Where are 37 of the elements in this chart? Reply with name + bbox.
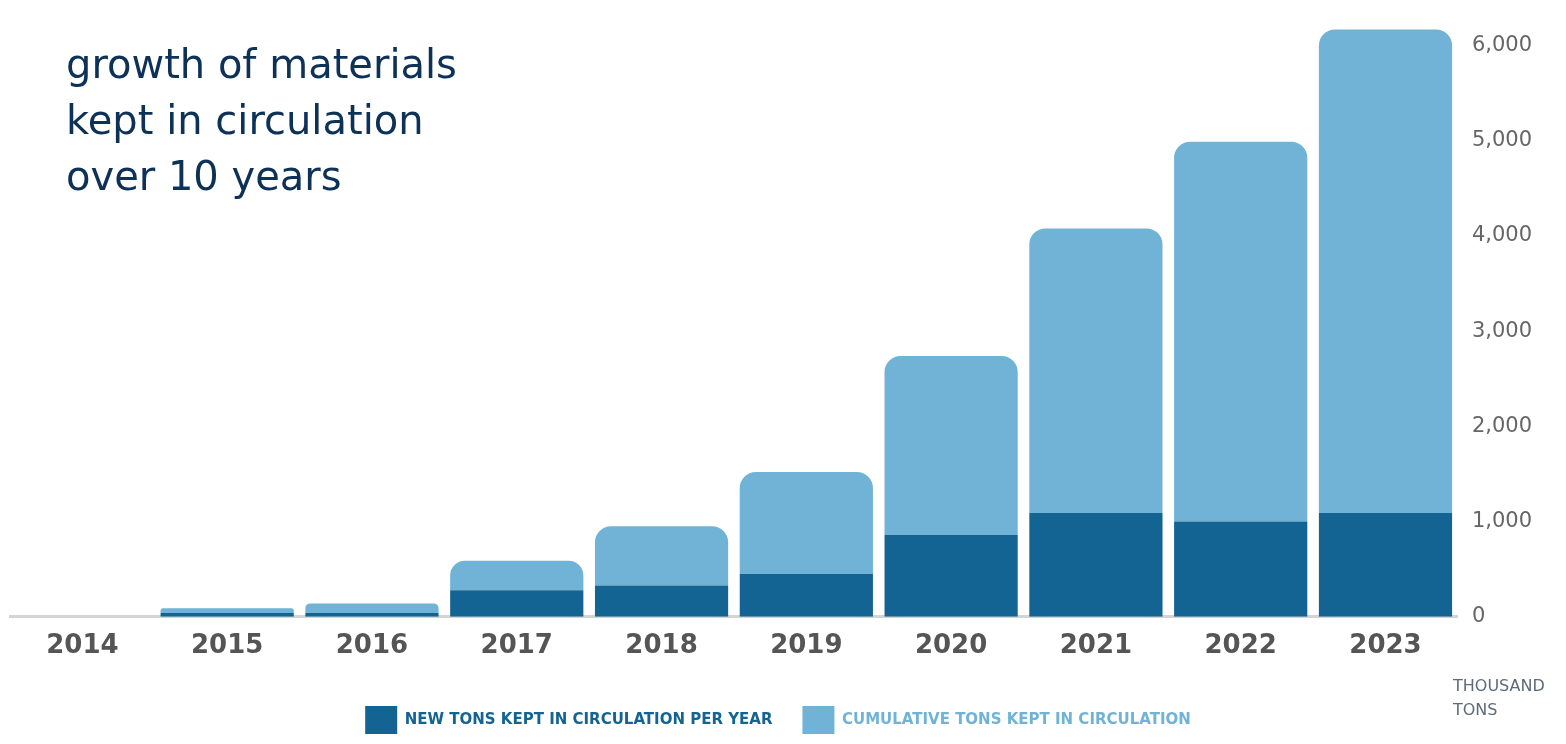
bar (884, 355, 1018, 535)
bar (1318, 513, 1453, 617)
bar (594, 526, 729, 586)
bar (450, 560, 584, 591)
bar (739, 573, 873, 617)
bar (305, 603, 439, 613)
x-tick-label: 2015 (190, 629, 264, 660)
x-tick-label: 2014 (46, 629, 119, 660)
text: growth of materials kept in circulation over 10 years (66, 40, 458, 201)
x-tick-label: 2021 (1059, 629, 1133, 660)
bar (1029, 228, 1163, 514)
y-tick-label: 1,000 (1471, 508, 1533, 533)
x-tick-label: 2020 (914, 629, 988, 660)
y-tick-label: 5,000 (1471, 127, 1533, 152)
bar (594, 585, 729, 617)
y-tick-label: 6,000 (1471, 32, 1533, 57)
x-tick-label: 2016 (335, 629, 409, 660)
legend-label: CUMULATIVE TONS KEPT IN CIRCULATION (841, 709, 1191, 728)
bar (160, 608, 294, 613)
y-tick-label: 3,000 (1471, 317, 1533, 342)
bar (739, 472, 873, 574)
y-tick-label: 2,000 (1471, 412, 1533, 437)
bar (450, 590, 584, 617)
bar (1029, 513, 1163, 617)
bar (1318, 29, 1453, 514)
x-tick-label: 2023 (1349, 629, 1422, 660)
bar (1174, 141, 1308, 522)
bar (884, 534, 1018, 617)
bar (1174, 521, 1308, 617)
y-axis-title: THOUSAND TONS (1453, 675, 1546, 721)
x-tick-label: 2018 (625, 629, 698, 660)
x-tick-label: 2017 (480, 629, 553, 660)
legend-label: NEW TONS KEPT IN CIRCULATION PER YEAR (404, 709, 773, 728)
x-tick-label: 2022 (1204, 629, 1277, 660)
y-tick-label: 0 (1471, 603, 1486, 628)
y-tick-label: 4,000 (1471, 222, 1533, 247)
x-tick-label: 2019 (770, 629, 843, 660)
